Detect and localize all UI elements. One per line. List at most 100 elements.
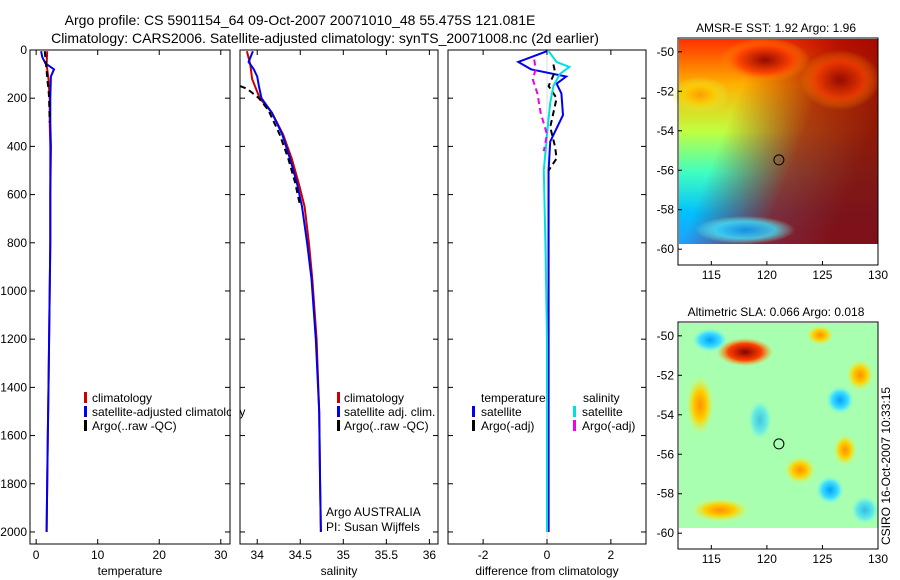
figure-title-line2: Climatology: CARS2006. Satellite-adjuste… bbox=[51, 30, 599, 46]
x-axis-label: temperature bbox=[98, 564, 163, 578]
sla-warm-blob bbox=[806, 325, 834, 345]
salinity-axes: 34 34.5 35 35.5 36 salinity bbox=[239, 49, 438, 578]
salinity-plot-frame bbox=[239, 49, 439, 545]
sla-map: Altimetric SLA: 0.066 Argo: 0.018 115 120… bbox=[657, 305, 889, 566]
float-location-marker bbox=[773, 154, 785, 166]
legend-swatch-satellite bbox=[84, 406, 87, 417]
pi-label: PI: Susan Wijffels bbox=[326, 520, 420, 534]
y-tick-label: 1000 bbox=[0, 284, 27, 298]
legend-swatch-sal-argo bbox=[573, 420, 576, 431]
x-tick-label: 2 bbox=[608, 548, 615, 562]
x-axis-label: salinity bbox=[321, 564, 358, 578]
x-tick-label: 10 bbox=[91, 548, 105, 562]
series-line-argo-raw-qc bbox=[239, 85, 302, 207]
float-location-marker bbox=[773, 438, 785, 450]
legend-label: satellite bbox=[582, 405, 623, 419]
sst-map-axes: 115 120 125 130 -50 -52 -54 -56 -58 -60 bbox=[657, 45, 889, 282]
y-tick-label: 1800 bbox=[0, 477, 27, 491]
sla-warm-blob bbox=[686, 375, 714, 435]
sst-map-title: AMSR-E SST: 1.92 Argo: 1.96 bbox=[696, 21, 856, 35]
legend-swatch-climatology bbox=[337, 392, 340, 403]
sst-cool-blob bbox=[695, 216, 795, 244]
x-tick-label: -2 bbox=[478, 548, 489, 562]
x-tick-label: 125 bbox=[812, 268, 832, 282]
sla-warm-blob bbox=[690, 498, 750, 522]
legend-swatch-satellite bbox=[337, 406, 340, 417]
y-tick-label: -58 bbox=[657, 487, 675, 501]
legend-label: satellite adj. clim. bbox=[344, 405, 435, 419]
sst-map-border bbox=[677, 37, 879, 266]
x-tick-label: 34 bbox=[251, 548, 265, 562]
y-tick-label: 800 bbox=[7, 236, 27, 250]
legend-label: satellite-adjusted climatology bbox=[92, 405, 245, 419]
sla-warm-blob bbox=[846, 359, 874, 391]
sla-field bbox=[679, 323, 878, 528]
legend-header-temperature: temperature bbox=[481, 391, 546, 405]
y-tick-label: -56 bbox=[657, 163, 675, 177]
y-tick-label: 600 bbox=[7, 188, 27, 202]
x-tick-label: 36 bbox=[423, 548, 437, 562]
sst-warm-blob bbox=[670, 77, 730, 113]
y-tick-label: -60 bbox=[657, 526, 675, 540]
y-tick-label: -52 bbox=[657, 368, 675, 382]
y-tick-label: 1600 bbox=[0, 429, 27, 443]
sst-hotspot bbox=[720, 38, 810, 82]
difference-legend: temperature salinity satellite Argo(-adj… bbox=[472, 391, 635, 433]
y-tick-label: 2000 bbox=[0, 525, 27, 539]
x-tick-label: 20 bbox=[153, 548, 167, 562]
y-tick-label: 1200 bbox=[0, 332, 27, 346]
sla-warm-blob bbox=[833, 434, 857, 466]
sla-cool-blob bbox=[748, 400, 772, 440]
sla-hotspot bbox=[717, 338, 773, 366]
figure-title-line1: Argo profile: CS 5901154_64 09-Oct-2007 … bbox=[65, 12, 536, 28]
sst-hotspot bbox=[800, 50, 880, 110]
series-line-temperature-argo-adj bbox=[547, 64, 558, 172]
x-tick-label: 130 bbox=[868, 552, 888, 566]
legend-swatch-sal-satellite bbox=[573, 406, 576, 417]
x-tick-label: 35.5 bbox=[375, 548, 399, 562]
y-tick-label: -58 bbox=[657, 203, 675, 217]
sla-cool-blob bbox=[826, 386, 854, 414]
legend-label: Argo(-adj) bbox=[481, 419, 534, 433]
y-tick-label: -56 bbox=[657, 447, 675, 461]
sla-map-axes: 115 120 125 130 -50 -52 -54 -56 -58 -60 bbox=[657, 329, 889, 566]
sla-map-border bbox=[677, 321, 879, 550]
x-tick-label: 34.5 bbox=[289, 548, 313, 562]
legend-swatch-argo bbox=[84, 420, 87, 431]
legend-swatch-temp-argo bbox=[472, 420, 475, 431]
x-tick-label: 120 bbox=[757, 268, 777, 282]
y-tick-label: -50 bbox=[657, 45, 675, 59]
x-tick-label: 130 bbox=[868, 268, 888, 282]
x-tick-label: 125 bbox=[812, 552, 832, 566]
legend-swatch-climatology bbox=[84, 392, 87, 403]
legend-swatch-argo bbox=[337, 420, 340, 431]
y-tick-label: 400 bbox=[7, 139, 27, 153]
series-line-satellite-adj-clim bbox=[247, 50, 322, 533]
series-line-satellite-adjusted-climatology bbox=[40, 51, 56, 533]
series-line-salinity-satellite bbox=[542, 50, 572, 532]
timestamp-label: CSIRO 16-Oct-2007 10:33:15 bbox=[879, 387, 893, 545]
series-line-salinity-argo-adj bbox=[531, 59, 549, 152]
y-tick-label: 200 bbox=[7, 91, 27, 105]
sla-map-title: Altimetric SLA: 0.066 Argo: 0.018 bbox=[688, 305, 865, 319]
y-tick-label: -54 bbox=[657, 124, 675, 138]
sla-cool-blob bbox=[816, 476, 844, 504]
sla-warm-blob bbox=[784, 456, 816, 484]
y-tick-label: 0 bbox=[20, 43, 27, 57]
legend-clip bbox=[231, 395, 239, 435]
legend-label: Argo(..raw -QC) bbox=[92, 419, 177, 433]
legend-label: climatology bbox=[344, 391, 404, 405]
legend-swatch-temp-satellite bbox=[472, 406, 475, 417]
salinity-legend: climatology satellite adj. clim. Argo(..… bbox=[337, 391, 435, 433]
x-tick-label: 120 bbox=[757, 552, 777, 566]
y-tick-label: -52 bbox=[657, 84, 675, 98]
x-axis-label: difference from climatology bbox=[475, 564, 618, 578]
x-tick-label: 0 bbox=[33, 548, 40, 562]
x-tick-label: 35 bbox=[337, 548, 351, 562]
series-line-temperature-satellite bbox=[515, 50, 569, 532]
y-tick-label: -50 bbox=[657, 329, 675, 343]
temperature-legend: climatology satellite-adjusted climatolo… bbox=[84, 391, 245, 433]
x-tick-label: 30 bbox=[214, 548, 228, 562]
temperature-plot-frame bbox=[29, 49, 231, 545]
